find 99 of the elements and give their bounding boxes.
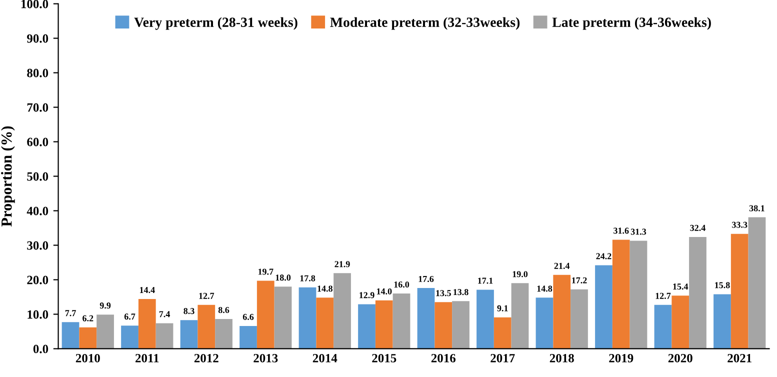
bar — [358, 304, 376, 349]
data-label: 13.5 — [436, 290, 451, 296]
data-label: 21.9 — [334, 261, 350, 268]
bar — [298, 287, 316, 349]
x-tick-label: 2016 — [431, 354, 456, 362]
data-label: 16.0 — [394, 281, 410, 288]
y-tick-label: 70.0 — [27, 103, 48, 112]
bar — [334, 273, 351, 349]
bar — [536, 298, 554, 349]
bar — [730, 234, 748, 349]
bar — [62, 322, 80, 349]
x-tick-label: 2020 — [668, 354, 692, 362]
data-label: 19.7 — [258, 268, 274, 275]
bar — [630, 240, 648, 349]
bar — [570, 289, 588, 349]
x-tick-label: 2019 — [609, 354, 634, 362]
bar — [654, 304, 672, 349]
bar — [138, 299, 156, 349]
data-label: 18.0 — [276, 274, 291, 281]
data-label: 7.4 — [159, 311, 170, 318]
data-label: 17.1 — [478, 278, 493, 284]
data-label: 15.8 — [715, 282, 730, 288]
x-tick-label: 2012 — [194, 354, 218, 362]
data-label: 12.7 — [199, 292, 214, 299]
bar — [180, 320, 198, 349]
x-tick-label: 2014 — [312, 354, 338, 362]
bar — [79, 327, 97, 349]
data-label: 8.6 — [218, 306, 230, 314]
bar — [595, 265, 612, 349]
bar — [612, 240, 630, 349]
bar — [215, 319, 232, 349]
bar — [434, 302, 452, 349]
data-label: 7.7 — [65, 310, 76, 316]
data-label: 12.9 — [360, 292, 374, 298]
x-tick-label: 2021 — [728, 354, 752, 362]
data-label: 31.6 — [614, 228, 629, 234]
data-label: 15.4 — [673, 284, 688, 290]
x-tick-label: 2017 — [490, 354, 515, 362]
data-label: 6.7 — [124, 314, 136, 320]
y-tick-label: 20.0 — [27, 276, 48, 284]
data-label: 9.9 — [100, 302, 111, 309]
y-tick-label: 0.0 — [33, 344, 48, 354]
data-label: 14.4 — [140, 287, 155, 294]
data-label: 14.0 — [376, 288, 392, 294]
data-label: 6.2 — [82, 315, 94, 322]
data-label: 8.3 — [184, 308, 194, 314]
data-label: 19.0 — [512, 271, 528, 278]
data-label: 12.7 — [656, 292, 671, 299]
bar — [476, 290, 494, 349]
legend-label: Moderate preterm (32-33weeks) — [330, 17, 520, 30]
legend-label: Very preterm (28-31 weeks) — [134, 17, 298, 30]
data-label: 13.8 — [454, 289, 468, 296]
y-tick-label: 40.0 — [26, 206, 48, 216]
x-tick-label: 2011 — [136, 354, 159, 362]
data-label: 17.8 — [300, 275, 316, 282]
y-tick-label: 100.0 — [21, 0, 48, 8]
x-tick-label: 2010 — [76, 354, 100, 362]
bar — [375, 300, 393, 349]
y-tick-label: 80.0 — [27, 68, 48, 78]
bar — [96, 314, 114, 349]
data-label: 14.8 — [537, 286, 552, 292]
data-label: 33.3 — [732, 222, 748, 228]
bar — [256, 280, 274, 349]
data-label: 17.2 — [572, 277, 587, 284]
data-label: 38.1 — [749, 205, 764, 212]
legend-label: Late preterm (34-36weeks) — [552, 17, 711, 30]
bar — [240, 326, 257, 349]
bar — [452, 301, 470, 349]
y-tick-label: 60.0 — [27, 138, 48, 146]
bar — [672, 296, 690, 349]
bar — [198, 304, 216, 349]
bar — [511, 283, 529, 349]
x-tick-label: 2015 — [372, 354, 396, 362]
bar — [392, 294, 410, 349]
y-tick-label: 10.0 — [28, 310, 48, 319]
bar — [316, 298, 334, 349]
y-tick-label: 90.0 — [27, 34, 48, 43]
bar — [494, 317, 512, 349]
bar — [553, 274, 571, 349]
y-tick-label: 50.0 — [27, 172, 48, 181]
data-label: 31.3 — [630, 228, 646, 235]
x-tick-label: 2018 — [550, 354, 574, 362]
data-label: 24.2 — [596, 253, 612, 260]
data-label: 17.6 — [418, 276, 434, 282]
bar — [689, 236, 706, 349]
data-label: 32.4 — [690, 224, 706, 231]
y-tick-label: 30.0 — [27, 241, 48, 250]
bar — [121, 326, 138, 349]
bar — [417, 288, 435, 349]
bar — [748, 217, 766, 349]
bar — [714, 294, 731, 349]
data-label: 21.4 — [554, 262, 570, 269]
y-axis-title: Proportion (%) — [1, 126, 15, 227]
data-label: 14.8 — [318, 286, 332, 292]
x-tick-label: 2013 — [254, 354, 278, 362]
data-label: 6.6 — [242, 314, 254, 320]
bar — [156, 323, 174, 349]
bar — [274, 286, 292, 349]
data-label: 9.1 — [497, 305, 508, 312]
